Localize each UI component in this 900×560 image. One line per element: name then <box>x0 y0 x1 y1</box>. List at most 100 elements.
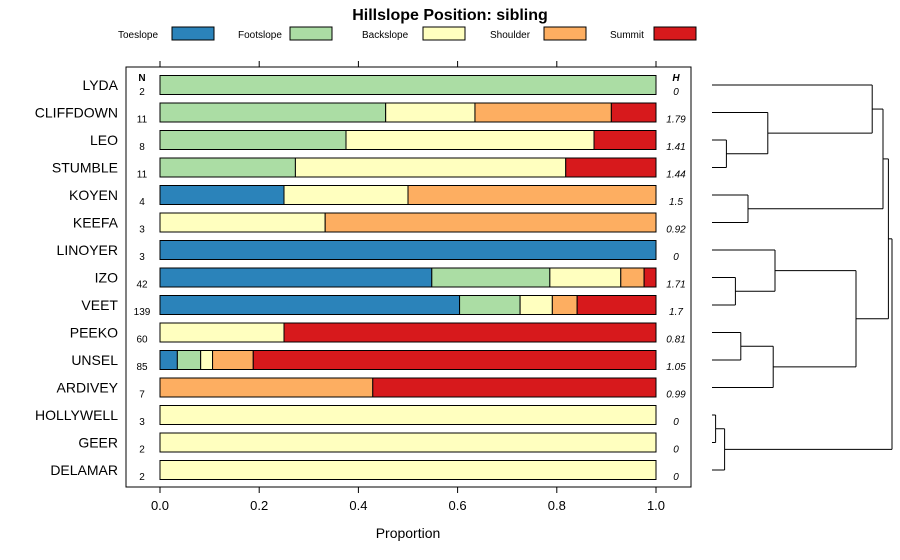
bar-segment <box>551 295 578 315</box>
bar-segment <box>407 185 657 205</box>
chart-title: Hillslope Position: sibling <box>352 7 548 24</box>
x-axis: 0.0 0.2 0.4 0.6 0.8 1.0 <box>151 61 665 513</box>
n-value: 4 <box>139 197 145 208</box>
h-value: 1.41 <box>666 142 685 153</box>
row-label: STUMBLE <box>52 160 118 176</box>
x-tick-label: 1.0 <box>647 498 665 513</box>
row-label: VEET <box>81 297 118 313</box>
row-label: CLIFFDOWN <box>35 105 118 121</box>
bar-segment <box>159 295 461 315</box>
n-value: 11 <box>137 115 148 126</box>
bar-segment <box>643 267 657 288</box>
bar-segment <box>159 432 657 453</box>
row-label: KEEFA <box>73 215 119 231</box>
bar-segment <box>519 295 553 315</box>
bar-segment <box>345 130 595 150</box>
row-label: LINOYER <box>57 242 118 258</box>
n-header: N <box>138 73 145 84</box>
bar-segment <box>159 322 285 343</box>
n-value: 42 <box>136 280 148 291</box>
h-value: 0.81 <box>666 335 685 346</box>
n-value: 2 <box>139 472 145 483</box>
n-value: 2 <box>139 445 145 456</box>
bar-segment <box>593 130 657 150</box>
bar-segment <box>385 102 476 123</box>
bar-segment <box>159 240 657 260</box>
dendrogram <box>712 84 893 471</box>
h-value: 1.71 <box>666 280 685 291</box>
h-value: 1.44 <box>666 170 686 181</box>
bar-segment <box>372 377 657 398</box>
bar-segment <box>283 322 657 343</box>
row-label: ARDIVEY <box>57 380 119 396</box>
n-value: 3 <box>139 225 145 236</box>
legend-swatch <box>171 26 215 41</box>
h-value: 1.5 <box>669 197 683 208</box>
bar-segment <box>159 460 657 480</box>
bar-segment <box>159 212 326 233</box>
x-tick-label: 0.4 <box>349 498 367 513</box>
n-value: 8 <box>139 142 145 153</box>
h-header: H <box>672 73 680 84</box>
legend-swatch <box>543 26 587 41</box>
h-value: 1.05 <box>666 362 686 373</box>
bar-segment <box>576 295 657 315</box>
h-value: 0 <box>673 87 679 98</box>
x-tick-label: 0.2 <box>250 498 268 513</box>
h-value: 0 <box>673 252 679 263</box>
bar-segment <box>549 267 622 288</box>
bar-segment <box>459 295 521 315</box>
legend-swatch <box>422 26 466 41</box>
legend-swatch <box>289 26 333 41</box>
h-value: 0 <box>673 472 679 483</box>
legend-label: Shoulder <box>490 30 531 41</box>
row-label: UNSEL <box>71 352 118 368</box>
x-tick-label: 0.0 <box>151 498 169 513</box>
h-value: 0.99 <box>666 390 686 401</box>
bar-segment <box>620 267 645 288</box>
row-label: HOLLYWELL <box>35 407 118 423</box>
n-value: 3 <box>139 417 145 428</box>
x-axis-label: Proportion <box>376 525 441 541</box>
bar-segment <box>159 350 178 370</box>
n-value: 85 <box>136 362 148 373</box>
h-value: 0.92 <box>666 225 686 236</box>
bar-segment <box>294 157 567 178</box>
bar-segment <box>324 212 657 233</box>
n-value: 7 <box>139 390 145 401</box>
bar-segment <box>159 267 433 288</box>
legend-label: Footslope <box>238 30 282 41</box>
bar-segment <box>212 350 254 370</box>
legend-swatch <box>653 26 697 41</box>
n-value: 2 <box>139 87 145 98</box>
bar-segment <box>431 267 551 288</box>
plot-frame <box>125 66 692 488</box>
legend-label: Toeslope <box>118 30 158 41</box>
row-label: IZO <box>95 270 118 286</box>
row-label: PEEKO <box>70 325 118 341</box>
h-value: 1.79 <box>666 115 686 126</box>
n-value: 11 <box>137 170 148 181</box>
bar-segment <box>565 157 657 178</box>
legend: Toeslope Footslope Backslope Shoulder Summit <box>118 26 697 41</box>
h-value: 0 <box>673 445 679 456</box>
bar-segment <box>283 185 409 205</box>
x-tick-label: 0.6 <box>449 498 467 513</box>
bar-segment <box>159 185 285 205</box>
n-value: 139 <box>134 307 151 318</box>
x-tick-label: 0.8 <box>548 498 566 513</box>
bar-segment <box>159 377 374 398</box>
bar-segment <box>159 157 296 178</box>
bar-segment <box>159 405 657 425</box>
legend-label: Backslope <box>362 30 409 41</box>
bar-segment <box>159 75 657 95</box>
row-label: KOYEN <box>69 187 118 203</box>
h-value: 1.7 <box>669 307 683 318</box>
h-value: 0 <box>673 417 679 428</box>
row-label: GEER <box>78 435 118 451</box>
rows: LYDA 2 0 CLIFFDOWN 11 1.79 LEO 8 1.41 STUMBLE 11 1.… <box>35 75 686 483</box>
n-value: 3 <box>139 252 145 263</box>
bar-segment <box>474 102 612 123</box>
row-label: DELAMAR <box>50 462 118 478</box>
